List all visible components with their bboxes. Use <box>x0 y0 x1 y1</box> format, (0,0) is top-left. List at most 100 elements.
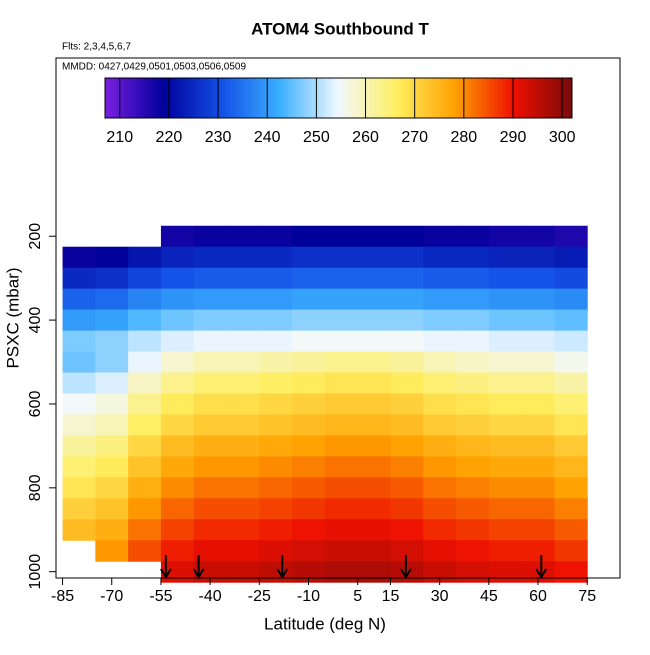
colorbar-segment <box>120 78 125 118</box>
heat-cell <box>521 414 555 436</box>
heat-cell <box>160 393 195 415</box>
colorbar-segment <box>287 78 293 118</box>
heat-cell <box>292 246 326 269</box>
colorbar-segment <box>501 78 507 118</box>
heat-cell <box>488 561 523 583</box>
colorbar-segment <box>225 78 231 118</box>
heat-cell <box>193 330 228 353</box>
heat-cell <box>554 435 588 457</box>
heat-cell <box>160 414 195 436</box>
heat-cell <box>554 351 588 374</box>
heat-cell <box>423 246 457 269</box>
colorbar-segment <box>482 78 487 118</box>
heat-cell <box>488 267 523 290</box>
heat-cell <box>259 372 293 394</box>
heat-cell <box>226 414 260 436</box>
heat-cell <box>226 561 260 583</box>
heat-cell <box>128 519 162 541</box>
heat-cell <box>259 498 293 520</box>
colorbar-segment <box>307 78 312 118</box>
heat-cell <box>160 288 195 311</box>
colorbar-segment <box>505 78 511 118</box>
heat-cell <box>456 351 490 374</box>
x-tick-label: 5 <box>353 588 362 605</box>
colorbar-segment <box>284 78 289 118</box>
colorbar-segment <box>210 78 215 118</box>
heat-cell <box>259 288 293 311</box>
colorbar-segment <box>256 78 262 118</box>
heat-cell <box>554 561 588 583</box>
heat-cell <box>488 456 523 478</box>
heat-cell <box>390 309 424 332</box>
heat-cell <box>160 561 195 583</box>
heat-cell <box>390 393 424 415</box>
colorbar-segment <box>116 78 122 118</box>
heat-cell <box>226 288 260 311</box>
colorbar-segment <box>474 78 480 118</box>
heat-cell <box>259 351 293 374</box>
colorbar-segment <box>385 78 390 118</box>
heat-cell <box>324 330 359 353</box>
x-axis-label: Latitude (deg N) <box>264 614 386 633</box>
heat-cell <box>226 477 260 499</box>
heat-cell <box>62 267 96 290</box>
heat-cell <box>226 540 260 562</box>
colorbar-segment <box>431 78 437 118</box>
heat-cell <box>259 246 293 269</box>
colorbar-segment <box>178 78 184 118</box>
colorbar-segment <box>132 78 137 118</box>
arrow <box>535 555 548 579</box>
colorbar-segment <box>147 78 153 118</box>
colorbar-segment <box>151 78 157 118</box>
heat-cell <box>193 225 228 248</box>
heat-cell <box>160 246 195 269</box>
heat-cell <box>423 540 457 562</box>
colorbar-segment <box>568 78 573 118</box>
x-tick-label: -85 <box>51 588 74 605</box>
x-tick-label: -40 <box>199 588 222 605</box>
heat-cell <box>324 351 359 374</box>
heat-cell <box>160 540 195 562</box>
heat-cell <box>456 540 490 562</box>
heat-cell <box>521 456 555 478</box>
heat-cell <box>456 330 490 353</box>
heat-cell <box>62 519 96 541</box>
heat-cell <box>259 414 293 436</box>
heat-cell <box>488 435 523 457</box>
colorbar-segment <box>428 78 433 118</box>
colorbar-segment <box>315 78 320 118</box>
heat-cell <box>521 393 555 415</box>
heat-cell <box>423 309 457 332</box>
heat-cell <box>423 519 457 541</box>
colorbar-segment <box>540 78 546 118</box>
colorbar-segment <box>299 78 304 118</box>
heat-cell <box>160 309 195 332</box>
heat-cell <box>521 498 555 520</box>
colorbar-segment <box>194 78 199 118</box>
heat-cell <box>292 288 326 311</box>
heat-cell <box>324 477 359 499</box>
heat-cell <box>324 498 359 520</box>
heat-cell <box>324 372 359 394</box>
heat-cell <box>226 267 260 290</box>
heat-cell <box>390 477 424 499</box>
colorbar-segment <box>533 78 538 118</box>
y-tick-label: 400 <box>27 307 44 334</box>
arrow <box>192 555 205 579</box>
heat-cell <box>226 393 260 415</box>
heat-cell <box>95 330 129 353</box>
heat-cell <box>324 414 359 436</box>
heat-cell <box>390 519 424 541</box>
colorbar-segment <box>490 78 495 118</box>
colorbar-segment <box>564 78 569 118</box>
colorbar-segment <box>439 78 445 118</box>
heat-cell <box>62 477 96 499</box>
heat-cell <box>62 393 96 415</box>
heat-cell <box>128 246 162 269</box>
heat-cell <box>292 309 326 332</box>
heat-cell <box>488 351 523 374</box>
colorbar-segment <box>455 78 460 118</box>
colorbar-segment <box>241 78 246 118</box>
heat-cell <box>259 456 293 478</box>
colorbar-segment <box>175 78 180 118</box>
